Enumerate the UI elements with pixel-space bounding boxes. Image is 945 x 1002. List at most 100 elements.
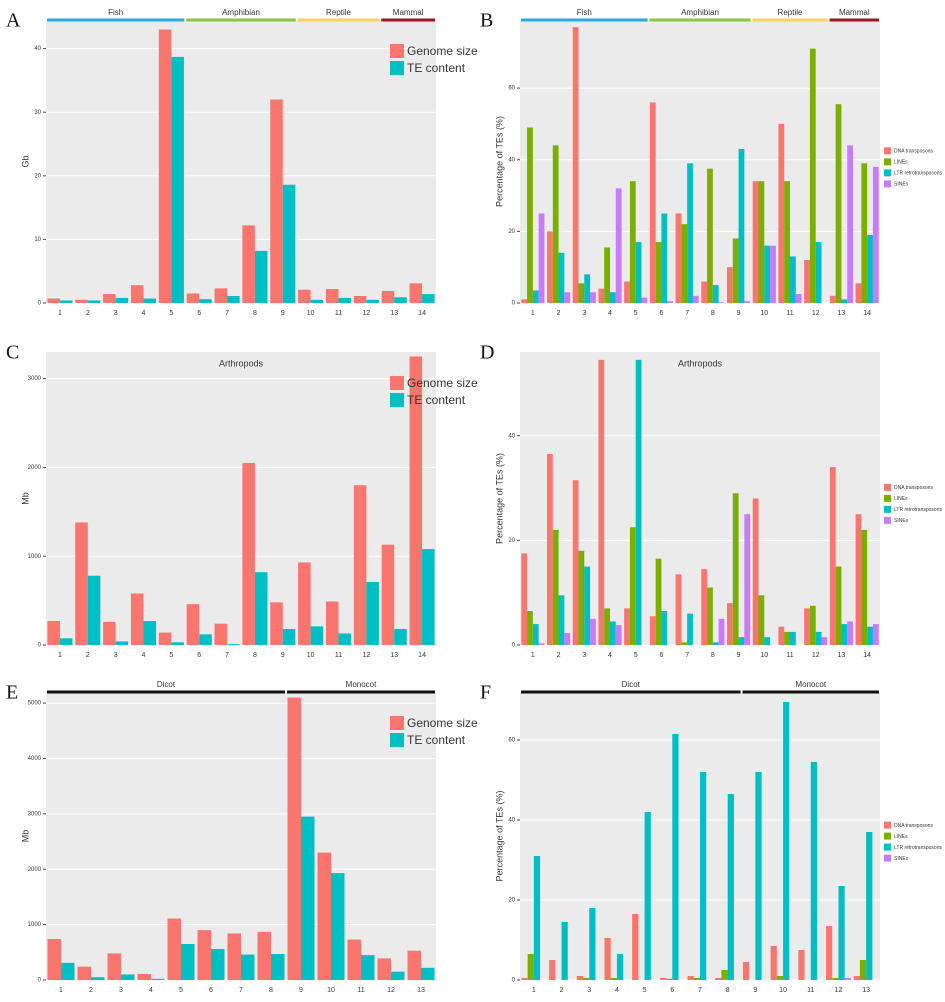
- x-tick-label: 10: [327, 987, 335, 994]
- x-tick-label: 9: [737, 310, 741, 317]
- bar: [339, 633, 352, 645]
- x-tick-label: 5: [179, 987, 183, 994]
- bar: [810, 49, 816, 303]
- x-tick-label: 3: [587, 987, 591, 994]
- bar: [382, 545, 395, 645]
- bar: [778, 124, 784, 303]
- bar: [739, 149, 745, 303]
- bar: [838, 886, 844, 980]
- bar: [326, 289, 339, 303]
- panel: FPercentage of TEs (%)020406012345678910…: [480, 680, 942, 994]
- bar: [676, 574, 682, 645]
- legend-swatch: [390, 376, 404, 390]
- x-tick-label: 11: [786, 652, 793, 659]
- bar: [590, 619, 596, 645]
- x-tick-label: 2: [557, 652, 561, 659]
- bar: [784, 632, 790, 645]
- x-tick-label: 13: [838, 652, 846, 659]
- x-tick-label: 7: [685, 310, 689, 317]
- bar: [650, 102, 656, 303]
- bar: [836, 567, 842, 645]
- x-tick-label: 7: [685, 652, 689, 659]
- bar: [847, 621, 853, 645]
- bar: [777, 976, 783, 980]
- bar: [811, 762, 817, 980]
- bar: [667, 301, 673, 303]
- x-tick-label: 13: [417, 987, 425, 994]
- legend-swatch: [884, 506, 891, 513]
- bar: [553, 530, 559, 645]
- bar: [539, 213, 545, 303]
- bar: [589, 908, 595, 980]
- bar: [694, 978, 700, 980]
- legend-swatch: [884, 844, 891, 851]
- bar: [770, 246, 776, 303]
- y-tick-label: 0: [38, 301, 42, 307]
- bar: [198, 930, 212, 980]
- bar: [790, 256, 796, 303]
- bar: [733, 493, 739, 645]
- bar: [739, 637, 745, 645]
- bar: [816, 632, 822, 645]
- x-tick-label: 4: [615, 987, 619, 994]
- bar: [661, 213, 667, 303]
- x-tick-label: 4: [608, 652, 612, 659]
- bar: [616, 188, 622, 303]
- bar: [744, 301, 750, 303]
- bar: [687, 163, 693, 303]
- bar: [88, 300, 101, 303]
- bar: [624, 282, 630, 303]
- x-tick-label: 9: [737, 652, 741, 659]
- bar: [764, 246, 770, 303]
- bar: [873, 167, 879, 303]
- x-tick-label: 2: [557, 310, 561, 317]
- bar: [255, 251, 268, 303]
- bar: [719, 619, 725, 645]
- bar: [666, 979, 672, 980]
- bar: [394, 297, 407, 303]
- bar: [298, 290, 311, 303]
- bar: [47, 299, 60, 303]
- bar: [681, 642, 687, 645]
- bar: [242, 225, 255, 303]
- bar: [91, 977, 105, 980]
- legend-swatch: [884, 484, 891, 491]
- bar: [642, 298, 648, 303]
- legend-swatch: [390, 716, 404, 730]
- x-tick-label: 2: [89, 987, 93, 994]
- group-label: Reptile: [778, 8, 803, 17]
- bar: [672, 734, 678, 980]
- bar: [564, 292, 570, 303]
- legend-swatch: [884, 180, 891, 187]
- bar: [241, 955, 255, 980]
- bar: [553, 145, 559, 303]
- figure: AGb0102030401234567891011121314FishAmphi…: [0, 0, 945, 1002]
- y-tick-label: 20: [508, 538, 515, 544]
- x-tick-label: 9: [281, 310, 285, 317]
- bar: [753, 181, 759, 303]
- bar: [836, 104, 842, 303]
- y-tick-label: 60: [508, 86, 515, 92]
- y-tick-label: 10: [34, 237, 41, 243]
- bar: [421, 968, 435, 980]
- x-tick-label: 14: [418, 652, 426, 659]
- bar: [701, 282, 707, 303]
- x-tick-label: 2: [560, 987, 564, 994]
- y-tick-label: 3000: [28, 811, 42, 817]
- plot-background: [46, 20, 436, 303]
- bar: [187, 293, 200, 303]
- bar: [339, 298, 352, 303]
- panel-letter: F: [480, 682, 491, 704]
- bar: [394, 629, 407, 645]
- legend-label: LTR retrotransposons: [894, 171, 942, 177]
- bar: [227, 644, 240, 645]
- x-tick-label: 7: [225, 652, 229, 659]
- bar: [841, 299, 847, 303]
- panel-letter: E: [6, 682, 18, 704]
- legend-swatch: [390, 61, 404, 75]
- x-tick-label: 11: [786, 310, 793, 317]
- bar: [283, 629, 296, 645]
- bar: [521, 978, 527, 980]
- x-tick-label: 1: [532, 987, 536, 994]
